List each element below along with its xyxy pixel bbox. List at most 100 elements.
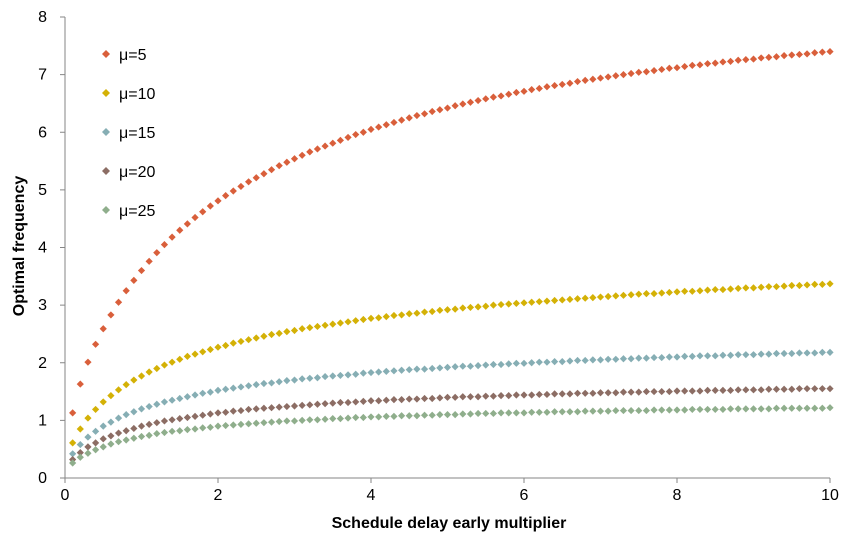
- data-point: [122, 381, 130, 389]
- data-point: [168, 233, 176, 241]
- data-point: [313, 322, 322, 331]
- x-axis-ticks: 0 2 4 6 8 10: [61, 478, 839, 504]
- data-point: [283, 158, 291, 166]
- data-point: [734, 56, 742, 64]
- data-point: [260, 379, 268, 388]
- x-axis-title: Schedule delay early multiplier: [332, 515, 567, 532]
- data-point: [92, 405, 100, 414]
- data-point: [382, 313, 390, 321]
- data-point: [176, 415, 184, 423]
- data-point: [749, 284, 758, 292]
- data-point: [398, 412, 406, 420]
- data-point: [719, 386, 727, 395]
- data-point: [344, 414, 352, 422]
- data-point: [260, 170, 268, 178]
- data-point: [321, 142, 329, 150]
- data-point: [405, 412, 413, 420]
- data-point: [183, 425, 191, 434]
- data-point: [566, 79, 574, 87]
- data-point: [612, 292, 620, 300]
- data-point: [520, 299, 528, 307]
- data-point: [551, 357, 559, 366]
- data-point: [267, 330, 276, 339]
- data-point: [405, 366, 413, 374]
- data-point: [275, 329, 283, 337]
- data-point: [466, 362, 475, 370]
- data-point: [780, 349, 788, 358]
- data-point: [658, 406, 666, 414]
- data-point: [688, 405, 696, 414]
- data-point: [726, 57, 735, 65]
- data-point: [604, 355, 612, 363]
- data-point: [229, 384, 237, 392]
- data-point: [206, 345, 214, 354]
- data-point: [145, 368, 153, 376]
- data-point: [137, 372, 146, 380]
- data-point: [428, 307, 436, 316]
- data-point: [742, 351, 750, 359]
- data-point: [742, 405, 750, 413]
- data-point: [436, 106, 444, 114]
- data-point: [329, 372, 337, 380]
- data-point: [367, 125, 375, 133]
- data-point: [420, 308, 429, 316]
- data-point: [581, 76, 589, 84]
- series-5: [69, 404, 834, 467]
- legend-label: μ=10: [119, 86, 155, 103]
- data-point: [375, 397, 383, 405]
- data-point: [551, 296, 559, 305]
- data-point: [160, 241, 169, 249]
- data-point: [635, 354, 643, 362]
- data-point: [290, 155, 299, 163]
- data-point: [726, 285, 735, 293]
- data-point: [344, 398, 352, 407]
- data-point: [329, 320, 337, 328]
- data-point: [443, 363, 452, 371]
- data-point: [765, 385, 773, 393]
- data-point: [367, 397, 375, 405]
- data-point: [581, 389, 589, 397]
- data-point: [214, 197, 222, 205]
- series-3: [69, 348, 834, 458]
- data-point: [145, 402, 153, 411]
- data-point: [482, 302, 490, 310]
- data-point: [566, 390, 574, 398]
- data-point: [505, 300, 513, 308]
- data-point: [528, 408, 536, 416]
- data-point: [92, 340, 100, 348]
- data-point: [428, 394, 436, 403]
- data-point: [696, 405, 704, 414]
- data-point: [711, 59, 719, 67]
- data-point: [321, 400, 329, 408]
- data-point: [635, 388, 643, 396]
- data-point: [734, 386, 742, 394]
- data-point: [505, 90, 513, 98]
- data-point: [811, 349, 819, 357]
- data-point: [69, 450, 77, 458]
- data-point: [558, 357, 566, 366]
- data-point: [352, 317, 360, 325]
- legend-marker: [102, 128, 110, 136]
- data-point: [122, 427, 130, 435]
- data-point: [313, 400, 322, 408]
- data-point: [497, 391, 505, 400]
- data-point: [765, 405, 773, 413]
- data-point: [329, 415, 337, 423]
- data-point: [344, 371, 352, 379]
- data-point: [275, 417, 283, 426]
- data-point: [688, 352, 696, 361]
- series-4: [69, 385, 834, 464]
- data-point: [734, 405, 742, 413]
- data-point: [581, 294, 589, 302]
- data-point: [459, 393, 467, 401]
- data-point: [382, 121, 390, 129]
- data-point: [321, 415, 329, 423]
- data-point: [826, 385, 834, 393]
- data-point: [451, 363, 459, 371]
- data-point: [321, 321, 329, 329]
- data-point: [84, 414, 92, 422]
- data-point: [826, 348, 834, 356]
- data-point: [290, 417, 299, 425]
- data-point: [183, 413, 191, 422]
- data-points: [69, 47, 834, 467]
